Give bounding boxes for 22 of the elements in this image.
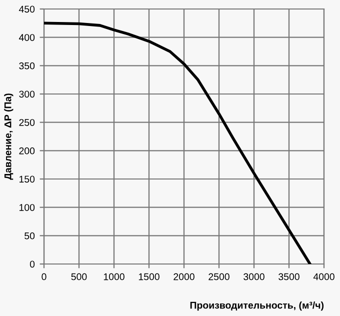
- x-tick-label: 0: [42, 273, 46, 280]
- x-tick-label: 1500: [138, 273, 160, 280]
- line-series: [44, 22, 312, 264]
- y-tick-label: 150: [19, 176, 35, 183]
- y-axis-title: Давление, ΔP (Па): [4, 94, 14, 180]
- x-tick-label: 3500: [278, 273, 300, 280]
- y-tick-label: 100: [19, 204, 35, 211]
- x-tick-label: 1000: [104, 273, 124, 280]
- x-tick-label: 4000: [313, 273, 334, 280]
- y-tick-label: 300: [19, 90, 35, 98]
- x-tick-label: 500: [71, 273, 87, 280]
- x-axis-title: Производительность, (м³/ч): [190, 302, 324, 311]
- y-tick-label: 200: [19, 147, 35, 154]
- y-tick-label: 450: [18, 6, 35, 13]
- y-tick-label: 50: [24, 232, 35, 240]
- x-tick-label: 2000: [174, 273, 194, 280]
- y-tick-label: 250: [19, 119, 35, 126]
- y-tick-label: 350: [19, 62, 35, 70]
- x-tick-label: 2500: [208, 273, 230, 280]
- y-tick-label: 400: [18, 34, 35, 41]
- y-tick-label: 0: [30, 260, 35, 268]
- x-tick-label: 3000: [244, 273, 264, 280]
